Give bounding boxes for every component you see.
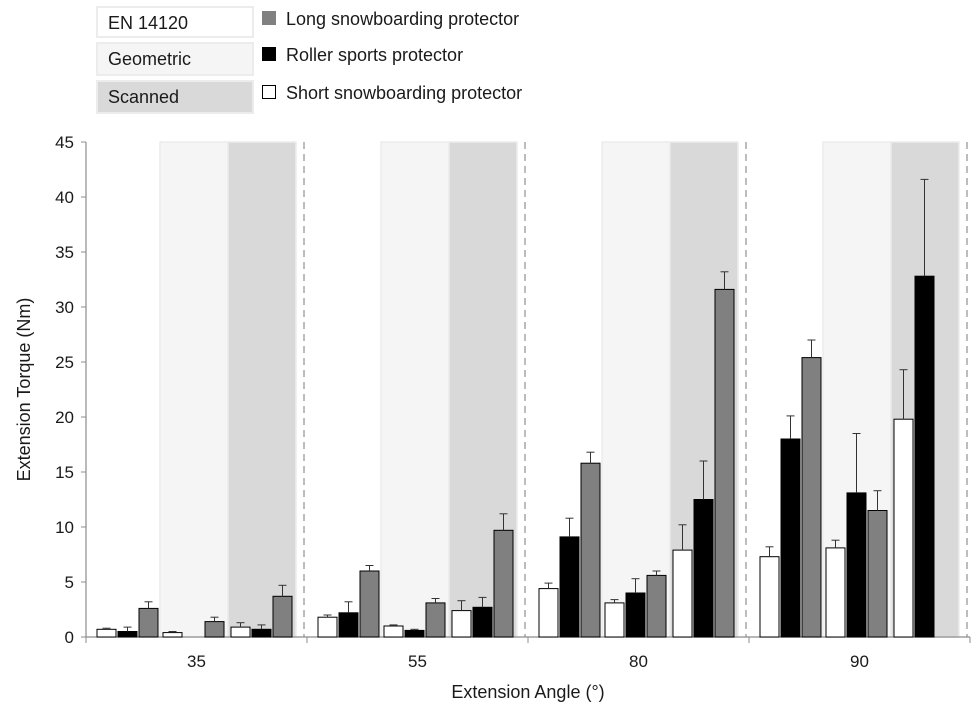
bar [493,529,514,638]
y-tick-label: 35 [55,243,74,262]
bar [580,462,601,638]
legend-swatch [262,85,276,99]
bar [317,616,338,638]
bar [825,547,846,638]
x-tick-label: 35 [187,652,206,671]
bar [251,628,272,638]
x-axis-title: Extension Angle (°) [451,682,604,702]
bar [846,492,867,638]
bar [472,606,493,638]
x-tick-label: 80 [629,652,648,671]
bar [604,602,625,638]
bar [759,556,780,638]
bar [538,588,559,638]
x-tick-label: 55 [408,652,427,671]
y-tick-label: 15 [55,463,74,482]
y-tick-label: 20 [55,408,74,427]
condition-box-geometric: Geometric [96,42,254,76]
bar [625,592,646,638]
y-tick-label: 25 [55,353,74,372]
y-tick-label: 30 [55,298,74,317]
x-tick-label: 90 [850,652,869,671]
bar [801,357,822,638]
condition-panel [227,141,297,638]
bar [404,629,425,638]
condition-box-en14120: EN 14120 [96,6,254,38]
y-tick-label: 45 [55,133,74,152]
bar [559,536,580,638]
bar [359,570,380,638]
y-tick-label: 0 [65,628,74,647]
bar [867,510,888,638]
bar [425,602,446,638]
condition-label: Scanned [108,87,180,107]
y-axis-title: Extension Torque (Nm) [14,298,34,482]
bar [338,612,359,638]
y-tick-label: 10 [55,518,74,537]
condition-box-scanned: Scanned [96,80,254,114]
bar [138,607,159,638]
bar [383,625,404,638]
bar [914,275,935,638]
y-tick-label: 5 [65,573,74,592]
legend-swatch [262,47,276,61]
bar [672,549,693,638]
y-tick-label: 40 [55,188,74,207]
bar [204,621,225,638]
bar [780,438,801,638]
bar [893,418,914,638]
bar [272,595,293,638]
condition-label: Geometric [108,49,192,69]
legend-swatch [262,11,276,25]
bar [451,610,472,638]
bar [646,574,667,638]
condition-panel [380,141,450,638]
bar [162,632,183,638]
legend-label: Long snowboarding protector [286,9,520,29]
condition-panel [159,141,229,638]
bar [693,499,714,638]
condition-label: EN 14120 [108,13,189,33]
bar [96,628,117,638]
bar [117,631,138,638]
bar [230,626,251,638]
legend-label: Short snowboarding protector [286,83,523,103]
condition-panel [601,141,671,638]
bar [714,288,735,638]
legend-label: Roller sports protector [286,45,464,65]
